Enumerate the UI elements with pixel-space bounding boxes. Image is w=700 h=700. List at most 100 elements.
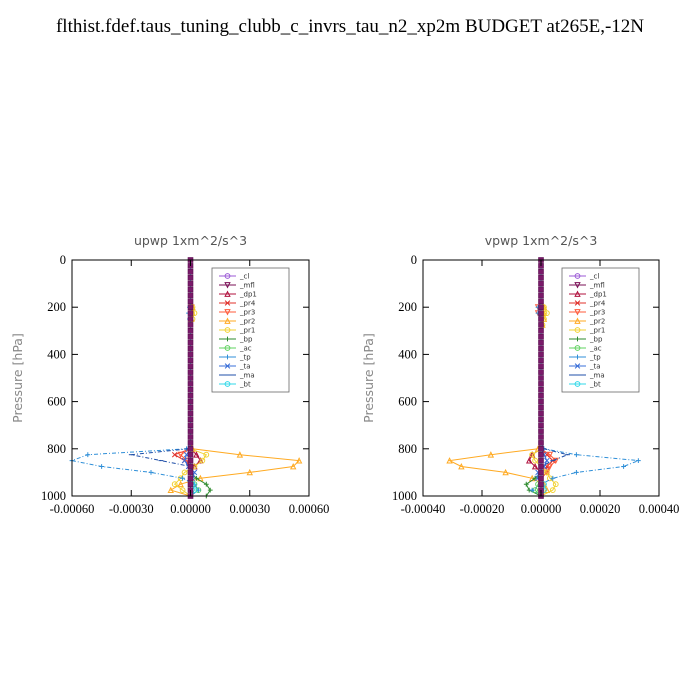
legend-marker — [574, 381, 581, 387]
y-tick-label: 0 — [60, 253, 66, 267]
data-point — [167, 486, 174, 493]
series-pr2 — [446, 260, 551, 497]
data-point — [187, 422, 194, 429]
legend-marker — [224, 345, 231, 351]
data-point — [187, 398, 194, 405]
y-axis-label: Pressure [hPa] — [10, 333, 25, 423]
data-point — [538, 369, 544, 375]
data-point — [538, 422, 544, 429]
x-tick-label: 0.00060 — [289, 502, 330, 516]
legend-marker — [574, 345, 581, 351]
data-point — [538, 280, 544, 287]
data-point — [538, 298, 544, 305]
data-point — [187, 475, 194, 482]
data-point — [187, 416, 194, 423]
data-point — [538, 451, 544, 458]
data-point — [187, 369, 194, 375]
data-point — [538, 375, 544, 381]
data-point — [181, 457, 188, 464]
data-point — [187, 457, 194, 464]
x-tick-label: 0.00040 — [639, 502, 680, 516]
data-point — [550, 475, 556, 481]
legend-marker — [575, 336, 580, 342]
data-point — [187, 322, 194, 328]
data-point — [538, 322, 544, 328]
x-tick-label: -0.00020 — [460, 502, 505, 516]
data-point — [538, 268, 544, 275]
legend-marker — [224, 381, 231, 387]
data-point — [246, 468, 253, 476]
data-point — [574, 470, 579, 475]
data-point — [187, 363, 194, 370]
data-point — [538, 410, 544, 417]
data-point — [538, 481, 544, 488]
legend-label: _ta — [589, 363, 601, 371]
legend-marker — [224, 290, 231, 297]
legend-label: _bt — [239, 381, 251, 389]
data-point — [187, 268, 194, 275]
panel-title: vpwp 1xm^2/s^3 — [485, 233, 598, 248]
data-point — [458, 462, 465, 470]
legend-label: _pr1 — [239, 327, 255, 335]
data-point — [194, 475, 199, 481]
series-zero-markers — [187, 257, 194, 499]
page-title: flthist.fdef.taus_tuning_clubb_c_invrs_t… — [55, 16, 645, 37]
data-point — [187, 357, 194, 364]
data-point — [187, 298, 194, 305]
legend-label: _ac — [589, 345, 602, 353]
data-point — [187, 386, 194, 393]
x-tick-label: 0.00000 — [170, 502, 211, 516]
data-point — [187, 310, 194, 316]
data-point — [187, 434, 194, 440]
legend-marker — [224, 282, 231, 289]
data-point — [187, 327, 194, 334]
data-point — [621, 464, 626, 469]
x-tick-label: 0.00030 — [229, 502, 270, 516]
legend: _cl_mfl_dp1_pr4_pr3_pr2_pr1_bp_ac_tp_ta_… — [561, 267, 640, 393]
data-point — [187, 451, 194, 458]
data-point — [529, 451, 536, 458]
data-point — [538, 475, 544, 482]
data-point — [295, 457, 303, 464]
legend-marker — [224, 363, 231, 369]
data-point — [236, 451, 244, 458]
legend-label: _cl — [239, 273, 249, 281]
data-point — [187, 440, 194, 446]
data-point — [538, 327, 544, 334]
data-point — [538, 363, 544, 370]
data-point — [187, 445, 194, 452]
data-point — [546, 451, 554, 459]
panel-1: upwp 1xm^2/s^3 Pressure [hPa] -0.00060 -0.0… — [10, 233, 329, 516]
data-point — [187, 286, 194, 293]
data-point — [171, 481, 178, 488]
y-tick-label: 600 — [398, 395, 417, 409]
legend-label: _bt — [589, 381, 601, 389]
data-point — [538, 357, 544, 364]
data-point — [538, 351, 544, 358]
series-line — [70, 260, 200, 497]
legend-label: _dp1 — [239, 291, 257, 299]
y-tick-label: 200 — [398, 300, 417, 314]
data-point — [148, 470, 154, 475]
series-tp — [69, 260, 201, 497]
data-point — [538, 416, 544, 423]
legend-marker — [575, 354, 580, 360]
data-point — [538, 386, 544, 393]
y-tick-label: 800 — [398, 442, 417, 456]
data-point — [181, 469, 188, 476]
data-point — [187, 351, 194, 358]
legend-marker — [225, 336, 230, 342]
x-tick-label: -0.00040 — [401, 502, 446, 516]
data-point — [544, 310, 550, 317]
data-point — [529, 487, 535, 493]
data-point — [187, 481, 194, 488]
legend-marker — [224, 317, 231, 324]
data-point — [199, 457, 206, 464]
y-tick-label: 1000 — [392, 489, 417, 503]
legend-marker — [224, 300, 231, 306]
legend-label: _pr3 — [589, 309, 605, 317]
data-point — [574, 452, 579, 458]
legend-label: _tp — [239, 354, 251, 362]
legend-marker — [574, 290, 581, 297]
